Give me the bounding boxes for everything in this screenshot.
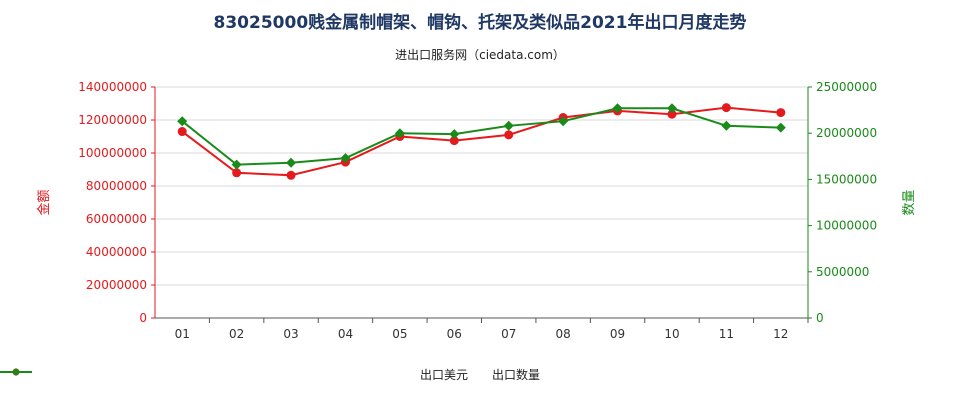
- chart-legend: 出口美元 出口数量: [0, 366, 960, 383]
- left-tick-label: 60000000: [86, 212, 147, 226]
- left-tick-label: 120000000: [78, 113, 147, 127]
- left-tick-label: 140000000: [78, 80, 147, 94]
- x-tick-label: 09: [610, 327, 625, 341]
- x-tick-label: 05: [392, 327, 407, 341]
- data-point-qty: [721, 120, 732, 131]
- right-tick-label: 10000000: [816, 219, 877, 233]
- series-line-0: [181, 106, 781, 177]
- data-point-qty: [449, 129, 460, 140]
- left-tick-label: 20000000: [86, 278, 147, 292]
- left-tick-label: 80000000: [86, 179, 147, 193]
- x-tick-label: 02: [229, 327, 244, 341]
- left-tick-label: 40000000: [86, 245, 147, 259]
- left-tick-label: 100000000: [78, 146, 147, 160]
- data-point-qty: [394, 128, 405, 139]
- x-tick-label: 01: [175, 327, 190, 341]
- right-tick-label: 20000000: [816, 126, 877, 140]
- series-line-1: [181, 107, 781, 166]
- x-tick-label: 11: [719, 327, 734, 341]
- left-axis-title: 金额: [36, 189, 52, 215]
- data-point-qty: [666, 103, 677, 114]
- data-point-usd: [776, 108, 786, 118]
- x-tick-label: 03: [283, 327, 298, 341]
- legend-item-usd[interactable]: 出口美元: [0, 366, 468, 383]
- legend-item-qty[interactable]: 出口数量: [0, 366, 541, 383]
- data-point-usd: [667, 109, 677, 119]
- data-point-qty: [177, 116, 188, 127]
- data-point-usd: [504, 130, 514, 140]
- data-point-qty: [775, 122, 786, 133]
- data-point-qty: [286, 157, 297, 168]
- legend-swatch-qty: [0, 368, 32, 376]
- data-point-usd: [721, 103, 731, 113]
- data-point-qty: [503, 120, 514, 131]
- x-tick-label: 07: [501, 327, 516, 341]
- right-axis-title: 数量: [902, 189, 917, 215]
- right-tick-label: 5000000: [816, 265, 869, 279]
- x-tick-label: 12: [773, 327, 788, 341]
- data-point-qty: [558, 116, 569, 127]
- left-tick-label: 0: [139, 311, 147, 325]
- right-tick-label: 15000000: [816, 172, 877, 186]
- legend-label-usd: 出口美元: [419, 368, 468, 382]
- chart-title: 83025000贱金属制帽架、帽钩、托架及类似品2021年出口月度走势: [213, 13, 747, 33]
- x-tick-label: 04: [338, 327, 353, 341]
- right-tick-label: 0: [816, 311, 824, 325]
- data-point-qty: [612, 103, 623, 114]
- right-tick-label: 25000000: [816, 80, 877, 94]
- x-tick-label: 06: [447, 327, 462, 341]
- data-point-qty: [231, 159, 242, 170]
- chart-subtitle: 进出口服务网（ciedata.com）: [395, 48, 565, 62]
- data-point-qty: [340, 153, 351, 164]
- data-point-usd: [232, 168, 242, 178]
- data-point-usd: [177, 127, 187, 137]
- data-point-usd: [286, 170, 296, 180]
- x-tick-label: 08: [555, 327, 570, 341]
- x-tick-label: 10: [664, 327, 679, 341]
- legend-label-qty: 出口数量: [492, 368, 541, 382]
- data-point-usd: [449, 136, 459, 146]
